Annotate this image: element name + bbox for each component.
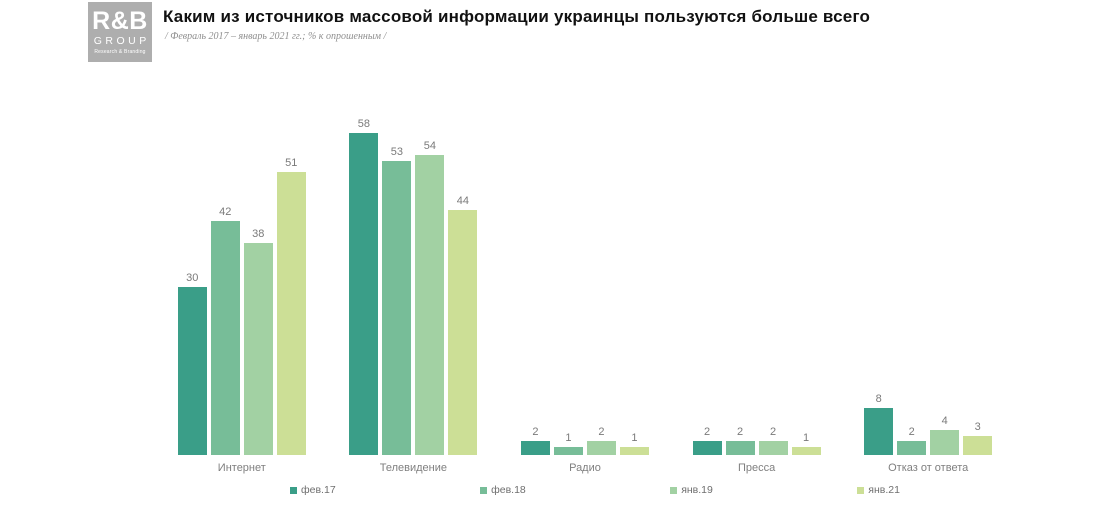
bar-value-label: 2 [704,426,711,438]
bar-value-label: 30 [186,272,199,284]
bar-value-label: 2 [532,426,539,438]
legend-label: фев.18 [491,484,526,496]
legend-marker [480,486,488,494]
bar-value-label: 58 [357,118,371,130]
bar-chart-groups: 30 42 38 51 Интернет 58 53 54 44 Телевидение 2 1 2 1 Р… [156,100,1014,474]
bar-group-bars: 8 2 4 3 [864,100,993,455]
bar-value-label: 1 [631,431,638,444]
bar-with-label: 51 [276,156,306,455]
bar-with-label: 44 [448,195,478,455]
category-label: Телевидение [379,462,448,474]
bar-group: 58 53 54 44 Телевидение [328,100,500,474]
bar [692,441,722,455]
bar-with-label: 2 [520,426,550,455]
bar-with-label: 1 [553,431,583,455]
bar-value-label: 4 [941,415,948,427]
bar-value-label: 1 [565,431,572,444]
bar-value-label: 42 [219,206,232,218]
bar-group-bars: 2 1 2 1 [520,100,649,455]
bar [243,243,273,455]
bar [758,441,788,455]
bar [415,155,445,455]
bar-value-label: 44 [456,195,470,207]
bar-value-label: 2 [770,426,777,438]
bar [791,446,821,455]
bar [520,441,550,455]
bar [177,287,207,455]
legend-item: фев.18 [480,484,526,496]
bar [586,441,616,455]
bar-with-label: 38 [243,228,273,455]
bar-value-label: 1 [803,431,810,444]
bar-with-label: 1 [619,431,649,455]
bar-group-bars: 2 2 2 1 [692,100,821,455]
bar-group-bars: 30 42 38 51 [177,100,306,455]
bar-with-label: 2 [897,426,927,455]
bar-with-label: 4 [930,415,960,455]
bar-group-bars: 58 53 54 44 [349,100,478,455]
bar [553,446,583,455]
bar-with-label: 2 [758,426,788,455]
page-title: Каким из источников массовой информации … [163,7,871,26]
bar-group: 2 1 2 1 Радио [499,100,671,474]
bar-group: 2 2 2 1 Пресса [671,100,843,474]
legend-label: янв.21 [868,484,900,496]
bar-value-label: 53 [390,145,404,158]
bar-value-label: 54 [423,140,437,152]
bar-with-label: 8 [864,393,894,455]
bar-with-label: 2 [586,426,616,455]
legend-label: фев.17 [301,484,336,496]
legend-marker [290,486,297,494]
bar-value-label: 8 [875,393,882,405]
chart-legend: фев.17 фев.18 янв.19 янв.21 [290,484,900,496]
rb-group-logo: R&B GROUP Research & Branding [88,2,152,62]
bar [897,441,927,455]
legend-item: янв.21 [857,484,900,496]
bar-chart: 30 42 38 51 Интернет 58 53 54 44 Телевидение 2 1 2 1 Р… [156,100,1014,474]
bar-with-label: 2 [692,426,722,455]
legend-item: янв.19 [670,484,713,496]
bar-value-label: 2 [737,426,744,438]
logo-text-rb: R&B [92,7,148,35]
bar [963,435,993,455]
bar-value-label: 51 [285,156,298,169]
legend-marker [670,486,678,494]
bar-value-label: 2 [908,426,915,438]
bar-group: 30 42 38 51 Интернет [156,100,328,474]
bar [725,441,755,455]
bar-with-label: 3 [963,420,993,455]
bar [382,160,412,455]
legend-label: янв.19 [681,484,713,496]
bar [210,221,240,455]
bar [930,430,960,455]
bar-value-label: 3 [974,420,981,433]
category-label: Отказ от ответа [888,462,969,474]
category-label: Пресса [737,462,776,474]
bar [276,171,306,455]
bar [619,446,649,455]
bar [448,210,478,455]
legend-marker [857,486,865,494]
bar-group: 8 2 4 3 Отказ от ответа [842,100,1014,474]
bar-with-label: 1 [791,431,821,455]
bar-with-label: 54 [415,140,445,455]
bar-with-label: 42 [210,206,240,455]
logo-text-research-branding: Research & Branding [94,48,146,55]
bar-with-label: 53 [382,145,412,455]
bar-value-label: 38 [252,228,265,240]
legend-item: фев.17 [290,484,336,496]
logo-text-group: GROUP [93,35,150,47]
category-label: Интернет [217,462,266,474]
bar-with-label: 58 [349,118,379,455]
bar [349,133,379,455]
category-label: Радио [569,462,601,474]
bar-with-label: 2 [725,426,755,455]
page-subtitle: / Февраль 2017 – январь 2021 гг.; % к оп… [165,31,387,42]
bar-with-label: 30 [177,272,207,455]
bar-value-label: 2 [598,426,605,438]
bar [864,408,894,455]
